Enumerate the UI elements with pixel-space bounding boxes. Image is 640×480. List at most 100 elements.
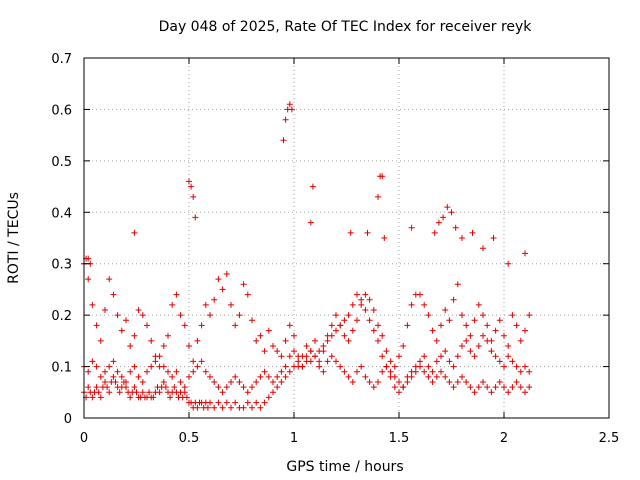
data-point: [190, 358, 197, 365]
data-point: [433, 358, 440, 365]
data-point: [102, 307, 108, 313]
data-point: [131, 384, 138, 391]
data-point: [328, 353, 335, 360]
data-point: [202, 368, 209, 375]
data-point: [337, 363, 344, 370]
data-point: [123, 379, 129, 385]
data-point: [480, 312, 486, 319]
data-point: [312, 353, 318, 360]
data-point: [93, 322, 100, 329]
data-point: [295, 358, 302, 365]
data-point: [127, 343, 134, 349]
data-point: [438, 353, 444, 360]
data-point: [236, 379, 243, 385]
data-point: [286, 368, 293, 375]
data-point: [425, 363, 432, 370]
data-point: [219, 389, 226, 396]
y-tick-label: 0.1: [51, 361, 72, 376]
x-tick-label: 0.5: [179, 431, 200, 446]
data-point: [240, 281, 247, 288]
data-point: [186, 373, 192, 380]
data-point: [459, 343, 465, 349]
data-point: [240, 404, 247, 411]
data-point: [421, 301, 428, 308]
data-point: [375, 322, 381, 329]
data-point: [253, 399, 260, 406]
data-point: [202, 301, 209, 308]
x-axis-label: GPS time / hours: [286, 459, 403, 475]
data-point: [181, 389, 188, 396]
data-point: [379, 368, 386, 375]
data-point: [270, 389, 276, 396]
data-point: [467, 384, 474, 391]
data-point: [396, 353, 402, 360]
y-tick-label: 0.6: [51, 103, 72, 118]
data-point: [475, 384, 482, 391]
y-tick-label: 0.4: [51, 206, 72, 221]
data-point: [341, 368, 348, 375]
data-point: [244, 399, 251, 406]
data-point: [440, 214, 447, 221]
data-point: [354, 368, 360, 375]
data-point: [452, 224, 459, 231]
data-point: [337, 322, 344, 329]
data-point: [186, 178, 192, 185]
data-point: [144, 322, 150, 329]
data-point: [261, 348, 268, 355]
data-point: [404, 322, 411, 329]
data-point: [253, 379, 260, 385]
data-point: [328, 322, 335, 329]
data-point: [152, 353, 159, 360]
data-point: [509, 384, 516, 391]
data-point: [127, 368, 134, 375]
data-point: [223, 399, 230, 406]
data-point: [429, 379, 436, 385]
data-point: [135, 373, 142, 380]
data-point: [480, 332, 486, 339]
data-point: [333, 358, 339, 365]
data-point: [261, 399, 268, 406]
data-point: [139, 379, 146, 385]
data-point: [150, 394, 157, 401]
data-point: [492, 327, 499, 334]
data-point: [383, 348, 390, 355]
data-point: [435, 219, 442, 226]
data-point: [102, 368, 108, 375]
data-point: [442, 373, 449, 380]
data-point: [442, 307, 449, 313]
data-point: [232, 322, 239, 329]
data-point: [295, 363, 302, 370]
data-point: [110, 373, 117, 380]
data-point: [513, 379, 520, 385]
data-point: [480, 379, 486, 385]
data-point: [106, 276, 113, 283]
data-point: [450, 296, 457, 303]
data-point: [162, 384, 169, 391]
data-point: [450, 363, 457, 370]
data-point: [228, 404, 234, 411]
y-tick-label: 0.3: [51, 258, 72, 273]
data-point: [349, 301, 356, 308]
data-point: [190, 193, 197, 200]
data-point: [236, 312, 243, 319]
data-point: [526, 368, 533, 375]
data-point: [104, 384, 111, 391]
data-point: [207, 312, 213, 319]
data-point: [341, 332, 348, 339]
data-point: [181, 322, 188, 329]
data-point: [160, 343, 167, 349]
data-point: [85, 384, 92, 391]
data-point: [421, 368, 428, 375]
data-point: [211, 404, 218, 411]
data-point: [492, 353, 499, 360]
data-point: [173, 291, 180, 298]
data-point: [467, 348, 474, 355]
data-point: [433, 337, 440, 344]
data-point: [299, 353, 306, 360]
data-point: [364, 229, 371, 236]
data-point: [139, 312, 146, 319]
data-point: [286, 353, 293, 360]
data-point: [517, 337, 524, 344]
data-point: [454, 353, 461, 360]
data-point: [114, 368, 121, 375]
